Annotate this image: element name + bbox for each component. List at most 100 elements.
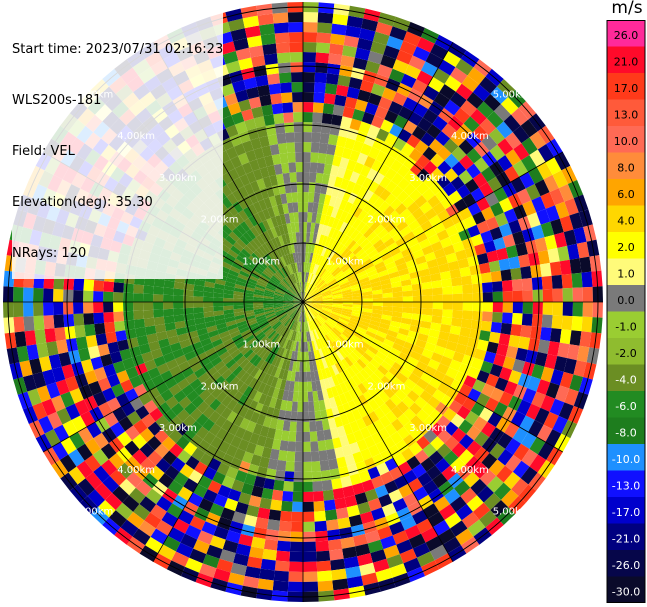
velocity-gate [343,369,353,380]
velocity-gate [185,455,200,470]
velocity-gate [253,291,264,296]
velocity-gate [251,269,262,277]
velocity-gate [417,333,429,343]
velocity-gate [543,174,559,193]
velocity-gate [306,311,312,321]
velocity-gate [83,312,95,325]
velocity-gate [444,153,460,169]
velocity-gate [403,120,418,135]
velocity-gate [382,292,393,298]
velocity-gate [233,352,244,363]
velocity-gate [422,479,439,495]
velocity-gate [313,276,321,286]
velocity-gate [349,242,360,253]
velocity-gate [325,73,339,85]
velocity-gate [368,146,381,160]
velocity-gate [395,439,409,453]
velocity-gate [44,429,61,447]
velocity-gate [173,372,186,384]
velocity-gate [349,280,361,287]
velocity-gate [251,485,264,498]
velocity-gate [476,220,490,234]
velocity-gate [273,295,284,299]
velocity-gate [284,293,294,299]
velocity-gate [296,331,300,342]
velocity-gate [387,266,399,275]
velocity-gate [451,427,467,443]
velocity-gate [331,375,340,387]
velocity-gate [280,315,289,324]
velocity-gate [149,407,164,422]
velocity-gate [518,336,531,350]
velocity-gate [513,204,528,220]
velocity-gate [354,99,368,112]
velocity-gate [332,340,341,351]
velocity-gate [43,315,55,330]
velocity-gate [437,160,452,175]
velocity-gate [456,184,471,199]
velocity-gate [340,55,355,68]
velocity-gate [213,310,224,317]
velocity-gate [309,309,317,318]
velocity-gate [273,163,283,175]
velocity-gate [257,318,268,325]
velocity-gate [193,302,204,308]
velocity-gate [389,247,402,257]
velocity-gate [232,227,243,239]
velocity-gate [194,461,208,476]
velocity-gate [222,208,234,221]
velocity-gate [259,456,270,469]
velocity-gate [254,312,265,318]
velocity-gate [360,317,371,324]
velocity-gate [562,302,573,317]
velocity-gate [332,295,343,299]
velocity-gate [193,483,208,499]
velocity-gate [369,320,381,327]
velocity-gate [517,373,532,389]
velocity-gate [529,454,547,473]
velocity-gate [145,488,162,505]
velocity-gate [346,159,357,172]
velocity-gate [280,82,293,94]
velocity-gate [466,163,481,179]
velocity-gate [229,216,241,228]
velocity-gate [352,218,362,230]
velocity-gate [403,469,418,484]
velocity-gate [344,137,356,150]
velocity-gate [470,273,483,285]
velocity-gate [267,330,277,340]
velocity-gate [403,231,416,242]
velocity-gate [321,368,328,380]
velocity-gate [251,55,266,68]
velocity-gate [306,232,311,243]
velocity-gate [367,345,379,355]
velocity-gate [287,253,293,264]
velocity-gate [503,380,518,396]
velocity-gate [366,168,378,181]
velocity-gate [189,434,204,448]
velocity-gate [350,67,366,80]
velocity-gate [426,124,442,139]
velocity-gate [340,116,353,129]
velocity-gate [153,309,164,318]
velocity-gate [299,272,302,283]
velocity-gate [421,61,438,77]
velocity-gate [483,93,501,112]
velocity-gate [354,267,366,275]
velocity-gate [273,304,284,307]
velocity-gate [400,225,413,237]
velocity-gate [176,409,190,423]
velocity-gate [284,277,292,287]
velocity-gate [204,347,217,357]
velocity-gate [36,342,49,359]
velocity-gate [354,47,371,61]
velocity-gate [502,302,513,313]
velocity-gate [148,340,161,352]
velocity-gate [232,201,244,214]
velocity-gate [310,441,319,452]
velocity-gate [467,519,486,537]
velocity-gate [195,413,209,427]
velocity-gate [221,172,233,185]
velocity-gate [355,248,366,258]
velocity-gate [138,343,151,355]
